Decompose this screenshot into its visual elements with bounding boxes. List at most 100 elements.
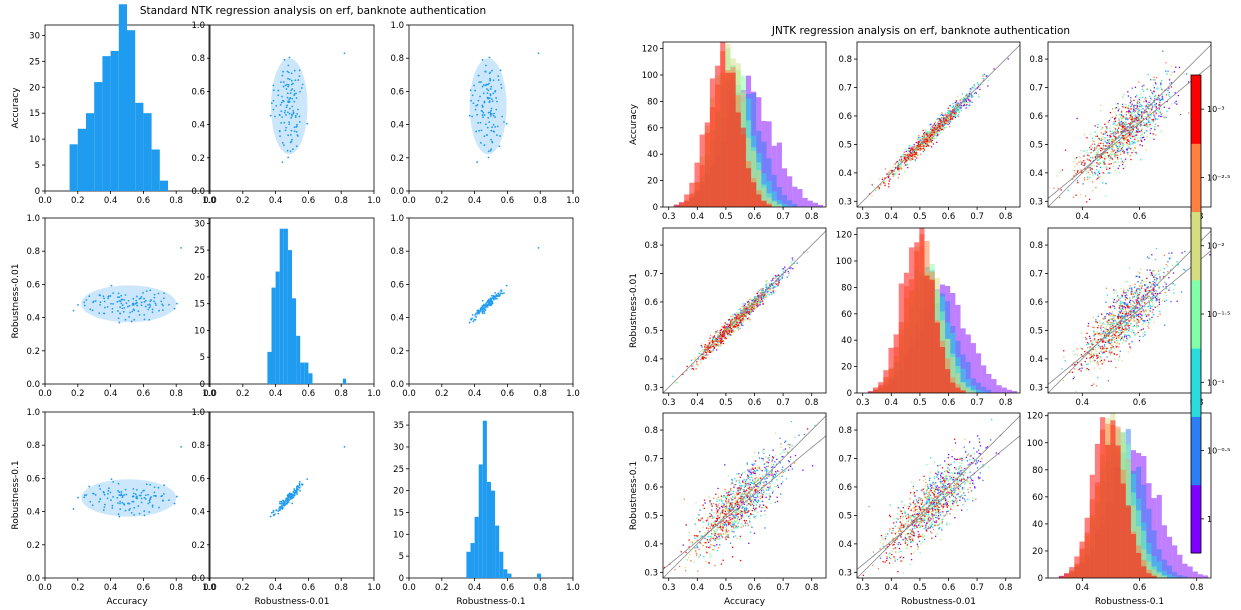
scatter-point	[1127, 118, 1129, 121]
scatter-point	[120, 491, 123, 493]
scatter-point	[900, 158, 903, 160]
scatter-point	[908, 155, 910, 157]
scatter-point	[72, 508, 75, 510]
y-tick-label: 0.0	[26, 574, 40, 584]
hist-bar	[503, 569, 508, 578]
scatter-point	[1119, 144, 1121, 146]
scatter-point	[908, 149, 910, 151]
scatter-point	[1141, 133, 1143, 136]
scatter-point	[1131, 116, 1133, 118]
scatter-point	[757, 295, 760, 297]
scatter-point	[904, 171, 906, 173]
scatter-point	[1084, 168, 1086, 170]
y-tick-label: 0.8	[191, 54, 205, 64]
scatter-point	[1136, 115, 1138, 117]
scatter-point	[161, 303, 164, 306]
scatter-point	[498, 295, 501, 298]
scatter-point	[489, 78, 492, 81]
scatter-point	[777, 280, 779, 282]
scatter-point	[742, 310, 744, 312]
scatter-point	[924, 133, 927, 136]
scatter-point	[906, 159, 908, 161]
scatter-point	[722, 334, 725, 336]
scatter-point	[749, 319, 751, 321]
scatter-point	[952, 109, 954, 111]
scatter-point	[1103, 148, 1106, 150]
scatter-point	[496, 125, 499, 128]
scatter-point	[929, 137, 932, 140]
scatter-point	[1142, 295, 1144, 297]
scatter-point	[740, 317, 742, 320]
scatter-point	[1085, 172, 1088, 175]
scatter-point	[1109, 139, 1111, 141]
scatter-point	[1100, 128, 1102, 130]
scatter-point	[933, 132, 936, 135]
scatter-point	[1141, 85, 1143, 87]
x-tick-label: 0.5	[719, 212, 733, 222]
scatter-point	[807, 251, 809, 253]
scatter-point	[1150, 115, 1152, 117]
scatter-point	[921, 148, 923, 150]
scatter-point	[1115, 149, 1117, 151]
scatter-point	[925, 128, 927, 131]
scatter-point	[119, 508, 122, 510]
scatter-point	[941, 128, 944, 130]
scatter-point	[1139, 99, 1141, 102]
scatter-point	[1146, 125, 1148, 128]
scatter-point	[1187, 112, 1190, 114]
scatter-point	[1097, 162, 1099, 164]
scatter-point	[1124, 116, 1126, 118]
axes-frame	[44, 411, 210, 579]
scatter-point	[737, 322, 739, 324]
scatter-point	[1095, 154, 1098, 156]
scatter-point	[796, 262, 798, 264]
scatter-point	[746, 313, 749, 316]
scatter-point	[959, 100, 961, 102]
scatter-point	[774, 286, 776, 288]
scatter-point	[914, 159, 916, 161]
scatter-point	[1079, 160, 1082, 162]
scatter-point	[102, 490, 105, 493]
scatter-point	[1154, 98, 1156, 100]
scatter-point	[291, 88, 294, 90]
scatter-point	[1122, 115, 1124, 117]
y-tick-label: 120	[836, 231, 852, 241]
scatter-point	[1149, 95, 1151, 98]
hist-bar	[792, 186, 798, 207]
scatter-point	[903, 151, 906, 153]
scatter-point	[163, 484, 166, 487]
scatter-point	[729, 323, 731, 326]
y-tick-label: 0.0	[390, 380, 404, 390]
scatter-point	[282, 144, 285, 147]
scatter-point	[925, 132, 927, 134]
scatter-point	[761, 290, 763, 292]
scatter-point	[950, 106, 952, 108]
scatter-point	[1168, 258, 1171, 260]
scatter-point	[145, 483, 148, 486]
scatter-point	[1127, 133, 1129, 135]
scatter-point	[767, 282, 769, 284]
scatter-point	[492, 92, 495, 95]
scatter-point	[703, 352, 705, 354]
scatter-point	[1139, 124, 1141, 126]
scatter-point	[1123, 335, 1126, 337]
scatter-point	[1134, 131, 1136, 133]
scatter-point	[717, 331, 719, 334]
scatter-point	[88, 295, 91, 298]
scatter-point	[1136, 307, 1139, 309]
scatter-point	[103, 300, 106, 303]
scatter-point	[953, 111, 955, 113]
scatter-point	[973, 92, 976, 95]
scatter-point	[737, 321, 740, 323]
axes-frame	[209, 24, 375, 192]
scatter-point	[287, 77, 289, 80]
scatter-point	[965, 100, 967, 102]
scatter-point	[1111, 144, 1113, 146]
scatter-point	[1139, 118, 1141, 120]
scatter-point	[741, 305, 743, 307]
scatter-point	[758, 300, 760, 302]
scatter-point	[306, 478, 309, 481]
hist-bar	[981, 391, 987, 393]
scatter-point	[1146, 111, 1148, 114]
